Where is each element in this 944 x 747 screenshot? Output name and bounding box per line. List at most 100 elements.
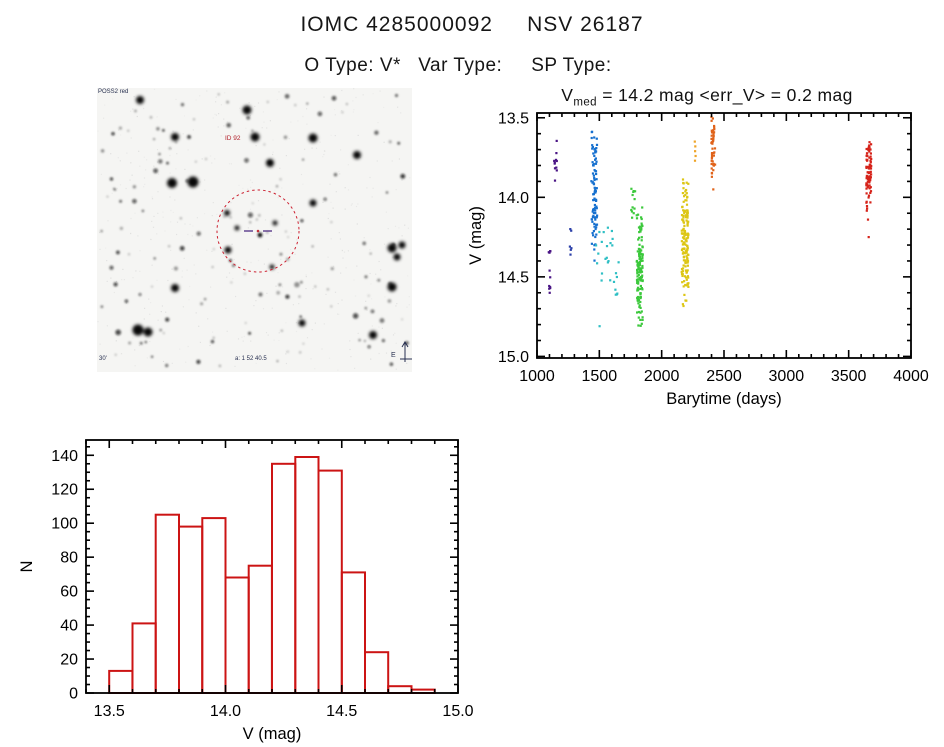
page-title: IOMC 4285000092 NSV 26187 xyxy=(300,13,644,36)
star xyxy=(153,138,156,141)
histogram-bar xyxy=(224,576,250,694)
data-point xyxy=(641,288,644,291)
y-axis-label: V (mag) xyxy=(467,206,485,265)
star xyxy=(314,285,317,288)
data-point xyxy=(682,220,685,223)
data-point xyxy=(639,230,642,233)
star xyxy=(341,111,344,114)
data-point xyxy=(865,187,868,190)
data-point xyxy=(638,253,641,256)
data-point xyxy=(592,234,595,237)
data-point xyxy=(638,254,641,257)
data-point xyxy=(639,311,642,314)
data-point xyxy=(598,325,601,328)
star xyxy=(149,116,153,119)
star xyxy=(397,141,401,145)
data-point xyxy=(591,232,594,235)
data-point xyxy=(682,216,685,219)
data-point xyxy=(640,322,643,325)
data-point xyxy=(685,240,688,243)
star xyxy=(388,140,392,144)
data-point xyxy=(594,170,598,173)
data-point xyxy=(604,257,607,260)
histogram-bar xyxy=(364,651,390,694)
data-point xyxy=(686,232,689,235)
star xyxy=(156,127,160,131)
epoch-2-navy xyxy=(568,228,573,256)
star xyxy=(309,199,317,207)
data-point xyxy=(681,303,684,306)
star xyxy=(144,341,147,344)
star xyxy=(127,130,129,132)
data-point xyxy=(607,260,610,263)
histogram-bar xyxy=(131,622,157,694)
data-point xyxy=(641,255,644,258)
star xyxy=(193,118,195,120)
data-point xyxy=(866,177,869,180)
data-point xyxy=(686,261,689,264)
data-point xyxy=(553,161,556,164)
survey-label: POSS2 red xyxy=(98,89,129,95)
star xyxy=(158,159,163,164)
target-circle xyxy=(216,189,300,273)
data-point xyxy=(683,212,686,215)
star xyxy=(299,315,302,318)
histogram-bar xyxy=(271,462,297,694)
data-point xyxy=(595,244,598,247)
star xyxy=(143,327,153,337)
data-point xyxy=(685,219,688,222)
star xyxy=(204,157,208,161)
star xyxy=(101,149,105,153)
data-point xyxy=(687,285,690,288)
bright-stars xyxy=(132,96,406,339)
star xyxy=(159,328,162,332)
data-point xyxy=(684,265,687,268)
star xyxy=(119,226,123,230)
star xyxy=(247,212,253,218)
data-point xyxy=(641,256,644,260)
vmed-subscript: med xyxy=(573,96,597,109)
data-point xyxy=(686,236,690,239)
data-point xyxy=(713,124,716,128)
data-point xyxy=(867,147,870,150)
star xyxy=(298,295,301,298)
data-point xyxy=(594,212,597,215)
data-point xyxy=(549,286,552,289)
star xyxy=(353,151,361,159)
film-grain xyxy=(97,88,411,371)
data-point xyxy=(595,226,598,229)
data-point xyxy=(641,259,644,262)
star xyxy=(346,103,348,105)
data-point xyxy=(865,182,868,185)
data-point xyxy=(639,225,642,228)
data-point xyxy=(869,201,872,204)
x-axis-label: V (mag) xyxy=(243,725,302,743)
data-point xyxy=(638,257,641,260)
star xyxy=(141,209,144,212)
data-point xyxy=(632,190,635,193)
data-point xyxy=(602,231,605,234)
data-point xyxy=(595,216,598,219)
data-point xyxy=(869,186,872,189)
data-point xyxy=(710,134,713,137)
data-point xyxy=(640,310,643,313)
star xyxy=(153,257,156,260)
data-point xyxy=(681,192,684,195)
data-point xyxy=(637,271,640,274)
data-point xyxy=(614,293,617,296)
star xyxy=(167,178,177,188)
data-point xyxy=(640,279,643,282)
y-tick-label: 14.0 xyxy=(498,190,529,207)
coords-label: a: 1 52 40.5 xyxy=(235,356,267,362)
data-point xyxy=(633,198,636,201)
data-point xyxy=(870,143,873,146)
star xyxy=(330,305,333,308)
data-point xyxy=(686,253,689,256)
data-point xyxy=(637,324,640,327)
star xyxy=(226,100,229,104)
target-dot xyxy=(256,229,260,233)
data-point xyxy=(594,151,597,154)
data-point xyxy=(591,220,594,223)
data-point xyxy=(685,237,688,240)
